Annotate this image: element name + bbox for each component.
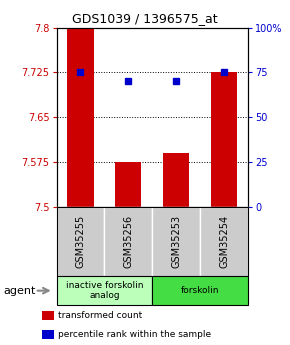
Bar (163, 153, 189, 207)
Text: GSM35253: GSM35253 (171, 215, 181, 268)
Text: forskolin: forskolin (181, 286, 219, 295)
Text: transformed count: transformed count (58, 311, 142, 320)
Text: percentile rank within the sample: percentile rank within the sample (58, 330, 211, 339)
Bar (67, 28, 94, 207)
Text: inactive forskolin
analog: inactive forskolin analog (66, 281, 143, 300)
Bar (115, 162, 142, 207)
Text: GSM35256: GSM35256 (123, 215, 133, 268)
Text: agent: agent (3, 286, 35, 296)
Text: GSM35254: GSM35254 (219, 215, 229, 268)
Bar (211, 72, 237, 207)
Text: GSM35255: GSM35255 (75, 215, 86, 268)
Text: GDS1039 / 1396575_at: GDS1039 / 1396575_at (72, 12, 218, 25)
